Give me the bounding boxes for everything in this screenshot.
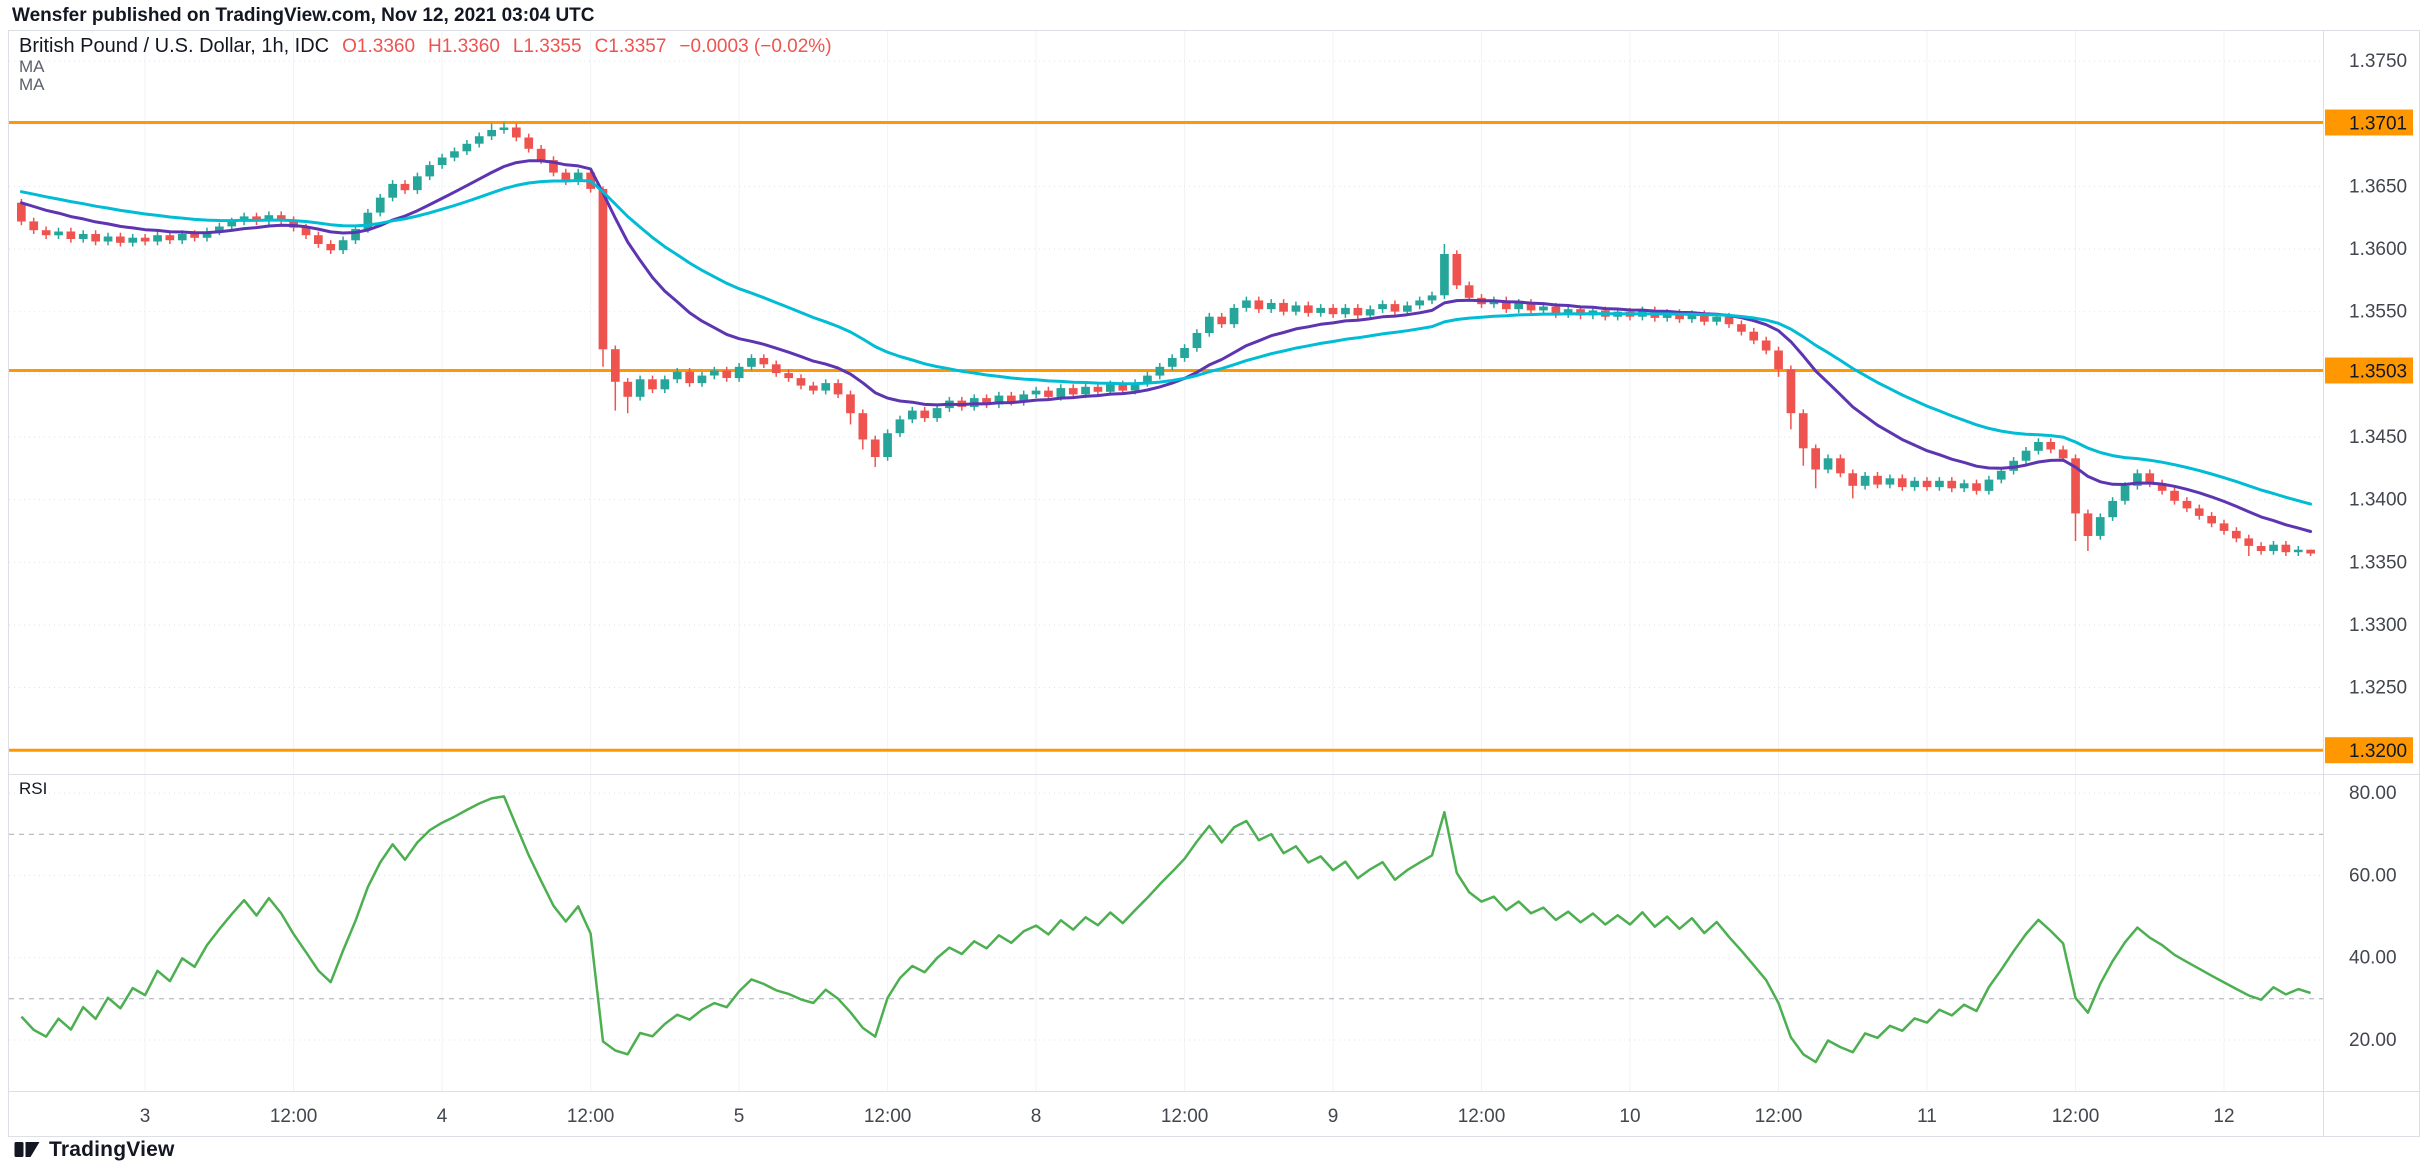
svg-text:20.00: 20.00: [2349, 1030, 2397, 1051]
svg-text:1.3503: 1.3503: [2349, 362, 2407, 383]
svg-text:12:00: 12:00: [864, 1106, 912, 1127]
svg-text:12:00: 12:00: [1755, 1106, 1803, 1127]
svg-text:12:00: 12:00: [1458, 1106, 1506, 1127]
rsi-gridlines: [9, 792, 2323, 1041]
vertical-gridlines: [144, 31, 2225, 1091]
svg-text:1.3200: 1.3200: [2349, 741, 2407, 762]
ma-line-1: [19, 159, 2313, 533]
chart-canvas[interactable]: 1.37501.37001.36501.36001.35501.35001.34…: [9, 31, 2419, 1136]
svg-text:10: 10: [1619, 1106, 1640, 1127]
svg-text:12:00: 12:00: [270, 1106, 318, 1127]
chart-frame: 1.37501.37001.36501.36001.35501.35001.34…: [8, 30, 2420, 1137]
rsi-line: [20, 795, 2311, 1064]
svg-text:5: 5: [734, 1106, 745, 1127]
svg-text:1.3300: 1.3300: [2349, 615, 2407, 636]
svg-text:1.3350: 1.3350: [2349, 552, 2407, 573]
price-axis-labels: 1.37501.37001.36501.36001.35501.35001.34…: [2349, 51, 2407, 761]
ma-line-2: [19, 179, 2313, 506]
price-level-tags: 1.3701 1.3503 1.3200: [2325, 109, 2413, 764]
svg-text:1.3600: 1.3600: [2349, 239, 2407, 260]
svg-text:9: 9: [1328, 1106, 1339, 1127]
svg-text:1.3701: 1.3701: [2349, 114, 2407, 135]
svg-text:1.3250: 1.3250: [2349, 678, 2407, 699]
svg-text:1.3400: 1.3400: [2349, 490, 2407, 511]
price-gridlines: [9, 60, 2323, 751]
svg-text:1.3650: 1.3650: [2349, 176, 2407, 197]
svg-text:80.00: 80.00: [2349, 783, 2397, 804]
svg-text:12:00: 12:00: [567, 1106, 615, 1127]
svg-text:12:00: 12:00: [1161, 1106, 1209, 1127]
svg-text:1.3550: 1.3550: [2349, 302, 2407, 323]
rsi-axis-labels: 80.00 60.00 40.00 20.00: [2349, 783, 2397, 1051]
svg-text:3: 3: [140, 1106, 151, 1127]
svg-text:11: 11: [1917, 1106, 1937, 1127]
tradingview-logo[interactable]: TradingView: [14, 1138, 175, 1162]
svg-text:1.3450: 1.3450: [2349, 427, 2407, 448]
svg-text:8: 8: [1031, 1106, 1042, 1127]
candles: [17, 122, 2315, 556]
publish-header: Wensfer published on TradingView.com, No…: [12, 5, 595, 26]
svg-text:40.00: 40.00: [2349, 948, 2397, 969]
tradingview-logo-icon: [14, 1142, 40, 1157]
time-axis-labels: 3 12:00 4 12:00 5 12:00 8 12:00 9 12:00 10 12:00 11 1…: [140, 1106, 2235, 1127]
svg-text:4: 4: [437, 1106, 448, 1127]
price-level-lines: [9, 121, 2323, 752]
svg-text:12:00: 12:00: [2052, 1106, 2100, 1127]
svg-text:1.3750: 1.3750: [2349, 51, 2407, 72]
svg-text:12: 12: [2213, 1106, 2234, 1127]
brand-text: TradingView: [49, 1138, 175, 1161]
svg-text:60.00: 60.00: [2349, 865, 2397, 886]
